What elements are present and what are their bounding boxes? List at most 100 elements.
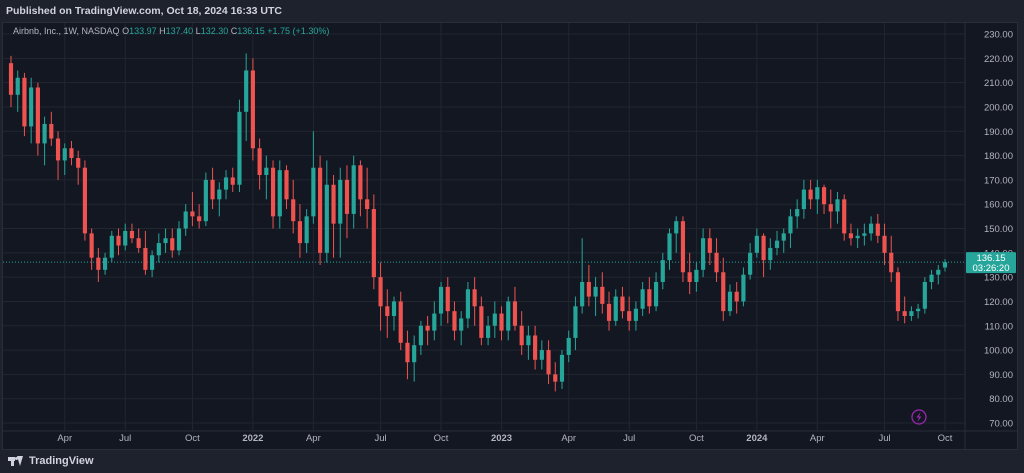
candle-body [123, 230, 128, 246]
y-tick-label: 80.00 [989, 394, 1013, 405]
candle-body [29, 87, 34, 127]
candle-body [727, 291, 733, 312]
candle-body [922, 281, 927, 309]
tradingview-brand[interactable]: TradingView [8, 455, 94, 467]
candle-body [795, 209, 800, 217]
candle-body [573, 306, 578, 338]
candle-body [647, 289, 652, 307]
candle-body [35, 87, 40, 144]
candle-body [257, 148, 262, 176]
candle-body [344, 179, 350, 214]
tradingview-logo-icon [8, 456, 24, 466]
candle-body [653, 281, 659, 307]
candle-body [808, 189, 813, 200]
candle-body [136, 238, 141, 248]
candle-body [936, 269, 941, 275]
candle-body [331, 184, 336, 224]
x-tick-label: 2024 [746, 433, 768, 444]
candle-body [432, 313, 437, 331]
candle-body [929, 274, 934, 282]
candle-body [291, 199, 296, 222]
x-tick-label: Jul [374, 433, 386, 444]
candle-body [89, 233, 94, 258]
candle-body [55, 138, 61, 161]
candle-body [667, 233, 672, 261]
open-value: 133.97 [129, 26, 157, 36]
low-label: L [195, 26, 201, 36]
candle-body [882, 235, 887, 253]
candle-body [472, 289, 477, 307]
candle-body [391, 301, 397, 317]
change-value: +1.75 (+1.30%) [267, 26, 330, 36]
candle-body [781, 233, 786, 241]
candle-body [559, 354, 565, 382]
candle-body [358, 165, 363, 200]
candle-body [801, 189, 806, 210]
candle-body [230, 177, 235, 185]
candle-body [606, 303, 612, 321]
candle-body [143, 247, 148, 270]
candlestick-chart[interactable]: 230.00 220.00 210.00 200.00 190.00 180.00 170.… [3, 23, 1017, 449]
candle-body [835, 199, 840, 212]
candle-body [627, 311, 632, 321]
lightning-icon[interactable] [911, 409, 927, 425]
x-tick-label: Apr [57, 433, 72, 444]
candle-body [942, 262, 948, 268]
candle-body [734, 291, 739, 302]
candle-body [49, 123, 54, 139]
x-tick-label: 2022 [242, 433, 263, 444]
low-value: 132.30 [200, 26, 229, 36]
candle-body [418, 325, 423, 346]
candle-body [539, 350, 544, 360]
candle-body [270, 167, 276, 217]
x-tick-label: Oct [689, 433, 704, 444]
open-label: O [122, 26, 130, 36]
candle-body [869, 223, 874, 234]
y-tick-label: 160.00 [984, 200, 1013, 211]
candle-body [445, 286, 450, 312]
y-tick-label: 100.00 [984, 346, 1013, 357]
candle-body [640, 289, 645, 309]
candle-body [116, 235, 121, 246]
candle-body [660, 260, 665, 282]
candle-body [526, 335, 531, 346]
y-tick-label: 230.00 [984, 30, 1013, 41]
candle-body [318, 167, 323, 253]
candle-body [761, 235, 766, 261]
candle-body [217, 189, 222, 200]
candle-body [324, 184, 329, 253]
y-tick-label: 120.00 [984, 297, 1013, 308]
last-price-box [966, 252, 1016, 274]
candle-body [909, 311, 914, 317]
candle-body [102, 257, 108, 270]
candle-body [768, 247, 773, 261]
y-tick-label: 170.00 [984, 175, 1013, 186]
candle-body [546, 350, 551, 375]
last-price-value: 136.15 [976, 253, 1005, 264]
candle-body [109, 235, 114, 258]
candle-body [680, 221, 686, 273]
candle-body [707, 238, 712, 253]
candle-body [774, 240, 780, 248]
candle-body [96, 257, 101, 270]
ohlc-legend: Airbnb, Inc., 1W, NASDAQ O133.97 H137.40… [13, 26, 329, 36]
candle-body [593, 286, 598, 297]
candle-body [176, 228, 182, 251]
candle-body [674, 221, 679, 234]
candle-body [519, 325, 524, 346]
candle-body [277, 170, 282, 217]
candle-body [183, 211, 188, 229]
candle-body [338, 179, 343, 224]
candle-body [566, 337, 571, 355]
candle-body [82, 167, 87, 234]
y-tick-label: 90.00 [989, 370, 1013, 381]
chart-panel[interactable]: 230.00 220.00 210.00 200.00 190.00 180.00 170.… [2, 22, 1018, 450]
candle-body [741, 274, 746, 302]
candle-body [506, 301, 511, 331]
candle-body [264, 167, 269, 176]
candle-body [848, 233, 854, 239]
x-tick-label: Oct [185, 433, 200, 444]
candle-body [304, 216, 309, 244]
close-label: C [230, 26, 238, 36]
x-tick-label: Oct [938, 433, 953, 444]
